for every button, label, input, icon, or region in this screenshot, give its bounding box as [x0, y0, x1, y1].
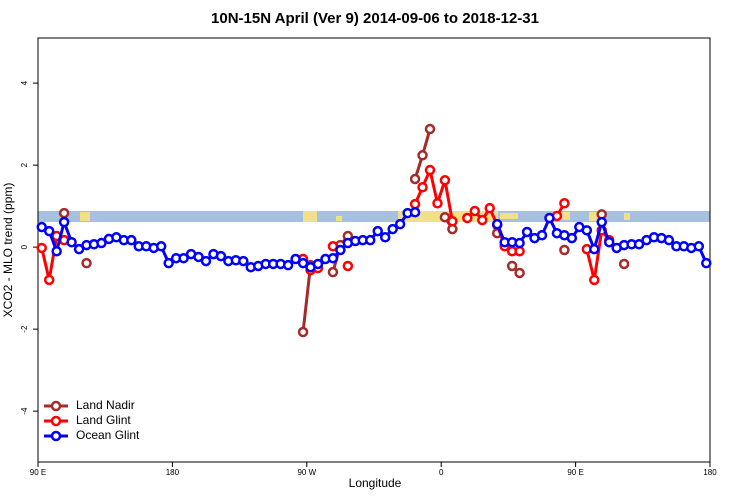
data-point — [439, 211, 451, 223]
data-point — [514, 267, 525, 279]
data-point — [342, 260, 354, 272]
legend-label: Land Nadir — [76, 398, 135, 412]
data-point — [559, 198, 570, 209]
data-point — [66, 236, 77, 248]
data-point — [409, 198, 421, 210]
data-point — [424, 123, 436, 135]
data-point — [417, 182, 428, 193]
data-point — [58, 207, 70, 219]
legend-marker — [50, 430, 62, 442]
data-point — [581, 225, 593, 236]
data-point — [365, 234, 376, 246]
data-point — [559, 244, 570, 256]
data-point — [394, 218, 406, 230]
data-point — [424, 164, 436, 176]
x-tick-label: 90 E — [567, 468, 583, 477]
data-point — [693, 241, 705, 252]
data-point — [200, 255, 212, 267]
data-point — [469, 205, 481, 217]
legend-label: Land Glint — [76, 413, 131, 427]
data-point — [439, 175, 451, 186]
data-point — [43, 274, 55, 286]
data-point — [43, 225, 55, 237]
y-tick-label: -4 — [20, 407, 29, 415]
data-point — [238, 255, 249, 267]
x-tick-label: 180 — [166, 468, 180, 477]
x-axis-label: Longitude — [349, 476, 402, 490]
data-point — [409, 207, 421, 218]
data-point — [36, 221, 47, 233]
y-tick-label: 4 — [20, 80, 29, 85]
x-tick-label: 90 E — [30, 468, 46, 477]
data-point — [491, 218, 503, 230]
data-point — [178, 252, 189, 264]
data-point — [155, 241, 167, 252]
data-point — [514, 245, 525, 257]
y-axis-label: XCO2 - MLO trend (ppm) — [1, 183, 15, 318]
data-point — [81, 257, 92, 269]
data-point — [215, 250, 227, 262]
data-point — [447, 216, 458, 227]
data-point — [372, 225, 383, 237]
data-point — [51, 245, 62, 257]
data-point — [379, 232, 391, 243]
data-point — [96, 237, 107, 249]
data-point — [417, 150, 428, 161]
data-point — [589, 243, 600, 255]
data-point — [589, 274, 600, 286]
x-tick-label: 180 — [703, 468, 717, 477]
legend-marker — [50, 400, 62, 412]
x-tick-label: 0 — [439, 468, 444, 477]
data-point — [58, 216, 70, 228]
data-point — [297, 326, 309, 338]
data-point — [327, 266, 339, 278]
y-tick-label: 0 — [20, 244, 29, 249]
data-point — [701, 257, 712, 269]
data-point — [477, 214, 488, 226]
data-point — [36, 242, 47, 254]
data-point — [506, 260, 518, 272]
data-point — [335, 244, 346, 256]
data-point — [521, 226, 533, 238]
data-point — [484, 202, 495, 214]
data-point — [297, 257, 309, 269]
data-point — [282, 259, 294, 271]
data-point — [387, 223, 398, 235]
data-point — [566, 232, 578, 244]
data-point — [312, 258, 324, 270]
data-point — [409, 173, 421, 185]
y-tick-label: -2 — [20, 325, 29, 333]
data-point — [633, 239, 645, 250]
data-point — [462, 212, 473, 224]
x-tick-label: 90 W — [297, 468, 316, 477]
data-point — [663, 234, 675, 246]
data-point — [514, 237, 525, 249]
y-tick-label: 2 — [20, 162, 29, 167]
map-strip — [38, 211, 710, 222]
legend-marker — [50, 415, 62, 427]
data-point — [618, 258, 630, 270]
data-point — [73, 243, 85, 255]
data-point — [290, 253, 301, 265]
data-point — [126, 234, 137, 246]
data-point — [596, 216, 607, 228]
data-point — [327, 252, 339, 264]
chart-title: 10N-15N April (Ver 9) 2014-09-06 to 2018… — [211, 10, 539, 27]
data-point — [163, 257, 174, 269]
legend-label: Ocean Glint — [76, 428, 140, 442]
data-point — [432, 198, 443, 209]
data-point — [536, 229, 548, 241]
data-point — [193, 251, 204, 263]
data-point — [544, 212, 555, 224]
data-point — [603, 236, 615, 248]
